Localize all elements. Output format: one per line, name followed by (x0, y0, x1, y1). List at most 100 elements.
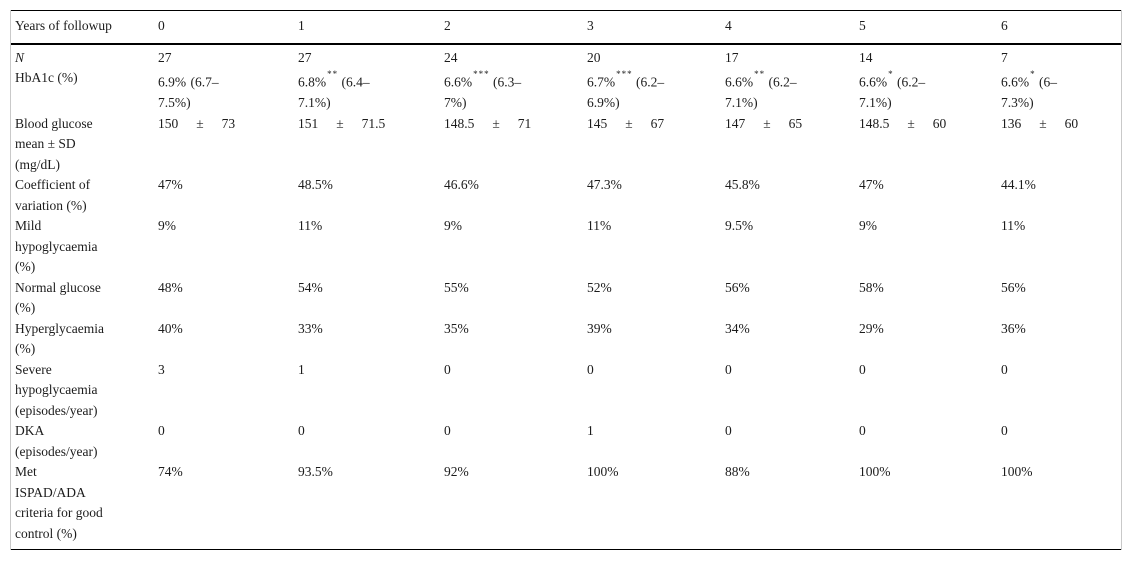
value-cell: 48% (158, 279, 183, 295)
followup-outcomes-table: Years of followup 0 1 2 3 4 5 6 N 27 27 24 20 17 14 7 H… (11, 10, 1121, 550)
value-cell: 150 ±73 (158, 114, 298, 176)
glucose-sd: 67 (650, 115, 665, 131)
value-cell: 0 (444, 361, 451, 377)
value-cell: 20 (587, 49, 601, 65)
value-cell: 1 (298, 361, 305, 377)
value-cell: 93.5% (298, 464, 333, 479)
table-row: DKA (episodes/year) 0 0 0 1 0 0 0 (11, 421, 1121, 462)
significance-stars: * (1030, 69, 1036, 79)
value-cell: 58% (859, 279, 884, 295)
significance-stars: ** (754, 69, 766, 79)
value-cell: 100% (859, 464, 891, 479)
row-label: N (15, 49, 25, 65)
table-row: Hyperglycaemia (%) 40% 33% 35% 39% 34% 29% 36% (11, 319, 1121, 360)
year-column-header: 3 (587, 10, 725, 45)
value-cell: 56% (725, 279, 750, 295)
value-cell: 29% (859, 320, 884, 336)
glucose-mean: 148.5 (444, 115, 475, 131)
value-cell: 100% (1001, 464, 1033, 479)
mean-sd-group: 148.5 ±71 (444, 114, 531, 135)
row-label: DKA (episodes/year) (15, 423, 98, 459)
row-label: Severe hypoglycaemia (episodes/year) (15, 361, 98, 418)
value-cell: 27 (298, 49, 312, 65)
value-cell: 0 (1001, 361, 1008, 377)
glucose-mean: 151 (298, 115, 319, 131)
year-column-header: 2 (444, 10, 587, 45)
glucose-sd: 60 (932, 115, 947, 131)
value-cell: 147 ±65 (725, 114, 859, 176)
mean-sd-group: 136 ±60 (1001, 114, 1078, 135)
value-cell: 14 (859, 49, 873, 65)
value-cell: 48.5% (298, 177, 333, 192)
mean-sd-group: 150 ±73 (158, 114, 235, 135)
glucose-mean: 145 (587, 115, 608, 131)
value-cell: 36% (1001, 320, 1026, 336)
hba1c-range: (6.2– 7.1%) (725, 74, 797, 111)
plus-minus-symbol: ± (625, 115, 633, 131)
hba1c-value: 6.6% (859, 74, 888, 90)
plus-minus-symbol: ± (336, 115, 344, 131)
row-label: Coefficient of variation (%) (15, 177, 91, 213)
value-cell: 39% (587, 320, 612, 336)
plus-minus-symbol: ± (196, 115, 204, 131)
value-cell: 7 (1001, 49, 1008, 65)
table-row: Normal glucose (%) 48% 54% 55% 52% 56% 58% 56% (11, 278, 1121, 319)
table-row: Coefficient of variation (%) 47% 48.5% 46.6… (11, 175, 1121, 216)
value-cell: 0 (587, 361, 594, 377)
table-row: Severe hypoglycaemia (episodes/year) 3 1 0 0… (11, 360, 1121, 422)
mean-sd-group: 147 ±65 (725, 114, 802, 135)
value-cell: 0 (725, 423, 732, 438)
followup-header-label: Years of followup (11, 10, 158, 45)
hba1c-range: (6.2– 7.1%) (859, 74, 926, 111)
plus-minus-symbol: ± (1039, 115, 1047, 131)
significance-stars: *** (473, 69, 490, 79)
table-row: Blood glucose mean ± SD (mg/dL) 150 ±73 151… (11, 114, 1121, 176)
value-cell: 92% (444, 464, 469, 479)
glucose-mean: 148.5 (859, 115, 890, 131)
value-cell: 11% (1001, 218, 1026, 233)
table-row: Mild hypoglycaemia (%) 9% 11% 9% 11% 9.5% 9% 11… (11, 216, 1121, 278)
value-cell: 52% (587, 279, 612, 295)
hba1c-value: 6.9% (158, 74, 187, 90)
glucose-sd: 71.5 (361, 115, 386, 131)
hba1c-range: (6.7– 7.5%) (158, 74, 219, 111)
value-cell: 27 (158, 49, 172, 65)
value-cell: 6.6%*** (6.3– 7%) (444, 68, 587, 114)
hba1c-value: 6.6% (444, 74, 473, 90)
value-cell: 145 ±67 (587, 114, 725, 176)
hba1c-range: (6– 7.3%) (1001, 74, 1057, 111)
significance-stars: ** (327, 69, 339, 79)
value-cell: 40% (158, 320, 183, 336)
row-label: Hyperglycaemia (%) (15, 320, 104, 357)
followup-outcomes-table-container: Years of followup 0 1 2 3 4 5 6 N 27 27 24 20 17 14 7 H… (10, 10, 1122, 550)
glucose-sd: 71 (517, 115, 532, 131)
value-cell: 88% (725, 464, 750, 479)
value-cell: 1 (587, 423, 594, 438)
plus-minus-symbol: ± (492, 115, 500, 131)
value-cell: 11% (298, 218, 323, 233)
value-cell: 6.6%* (6.2– 7.1%) (859, 68, 1001, 114)
value-cell: 24 (444, 49, 458, 65)
significance-stars: * (888, 69, 894, 79)
value-cell: 44.1% (1001, 177, 1036, 192)
year-column-header: 6 (1001, 10, 1121, 45)
glucose-sd: 65 (788, 115, 803, 131)
value-cell: 9.5% (725, 218, 754, 233)
glucose-mean: 136 (1001, 115, 1022, 131)
value-cell: 45.8% (725, 177, 760, 192)
table-row: N 27 27 24 20 17 14 7 (11, 44, 1121, 69)
plus-minus-symbol: ± (907, 115, 915, 131)
year-column-header: 0 (158, 10, 298, 45)
plus-minus-symbol: ± (763, 115, 771, 131)
value-cell: 11% (587, 218, 612, 233)
value-cell: 100% (587, 464, 619, 479)
value-cell: 56% (1001, 279, 1026, 295)
value-cell: 0 (1001, 423, 1008, 438)
glucose-sd: 60 (1064, 115, 1079, 131)
mean-sd-group: 145 ±67 (587, 114, 664, 135)
year-column-header: 5 (859, 10, 1001, 45)
row-label: Normal glucose (%) (15, 279, 101, 316)
hba1c-value: 6.8% (298, 74, 327, 90)
hba1c-value: 6.6% (725, 74, 754, 90)
value-cell: 148.5 ±60 (859, 114, 1001, 176)
